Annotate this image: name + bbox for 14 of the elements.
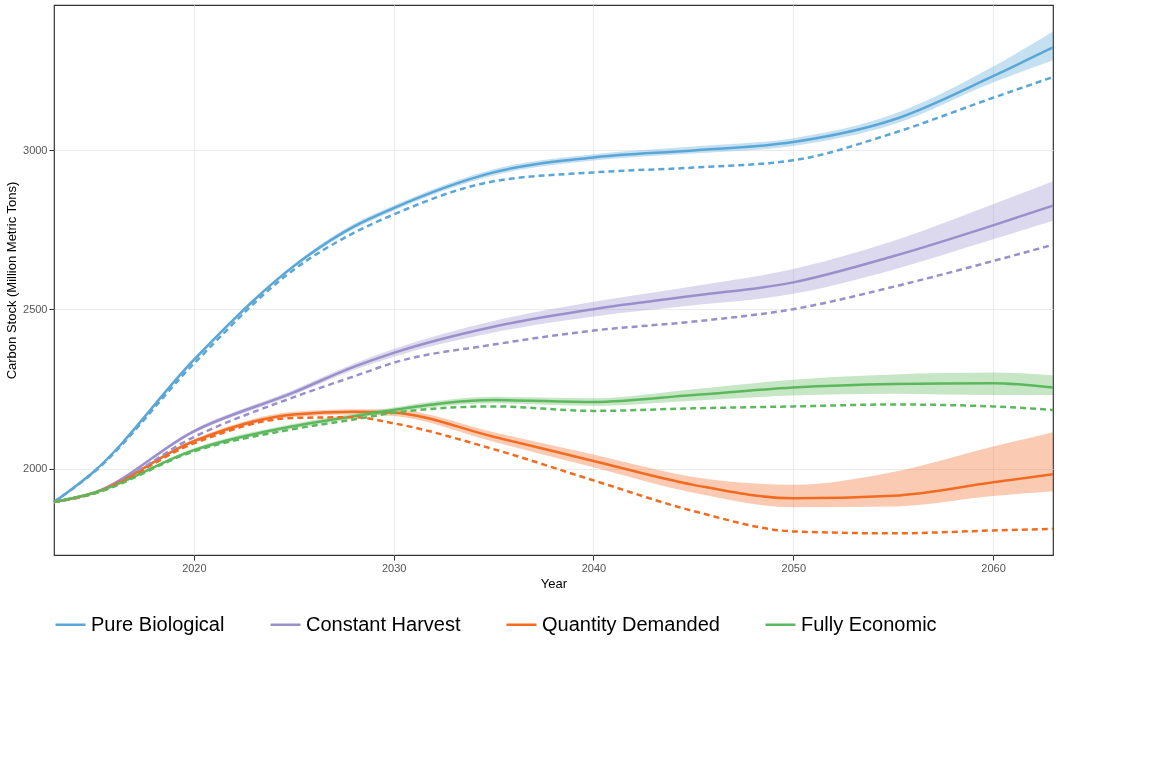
- x-tick-label: 2060: [981, 561, 1006, 574]
- x-tick-label: 2050: [781, 561, 806, 574]
- x-tick-label: 2030: [381, 561, 407, 574]
- y-tick-label: 2500: [23, 302, 48, 315]
- legend-label: Pure Biological: [91, 612, 225, 635]
- legend-label: Constant Harvest: [306, 612, 461, 635]
- y-tick-label: 2000: [23, 462, 48, 475]
- legend-label: Fully Economic: [801, 612, 937, 635]
- legend-label: Quantity Demanded: [542, 612, 720, 635]
- x-tick-label: 2020: [182, 561, 207, 574]
- x-tick-label: 2040: [581, 561, 607, 574]
- y-tick-label: 3000: [23, 143, 48, 156]
- y-axis-title: Carbon Stock (Million Metric Tons): [4, 181, 20, 380]
- x-axis-title: Year: [540, 575, 568, 591]
